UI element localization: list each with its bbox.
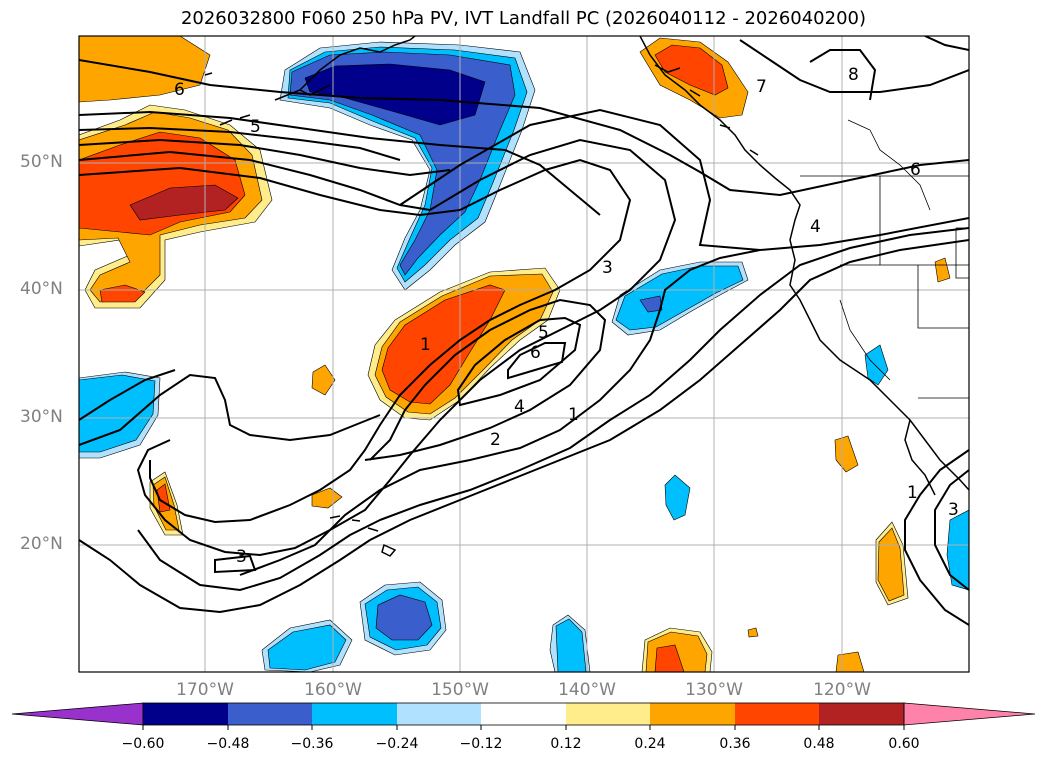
- colorbar-segment: [819, 703, 904, 725]
- contour-label: 4: [514, 397, 525, 417]
- lon-label-120w: 120°W: [813, 680, 871, 700]
- colorbar-extend-high: [903, 702, 1036, 726]
- lon-label-140w: 140°W: [558, 680, 616, 700]
- lon-label-150w: 150°W: [431, 680, 489, 700]
- positive-anomaly-patch: [129, 184, 239, 221]
- contour-label: 2: [490, 430, 501, 450]
- map-plot-area: 6 5 3 1 5 6 4 2 1 3 7 8 6 4 1 3: [79, 36, 969, 672]
- negative-anomaly-patch: [267, 624, 347, 671]
- lat-label-50n: 50°N: [20, 152, 63, 172]
- colorbar-tick-label: 0.36: [719, 736, 751, 752]
- positive-anomaly-patch: [311, 487, 343, 509]
- lon-label-170w: 170°W: [176, 680, 234, 700]
- contour-labels: 6 5 3 1 5 6 4 2 1 3 7 8 6 4 1 3: [174, 65, 959, 567]
- colorbar-tick-label: −0.48: [206, 736, 250, 752]
- positive-anomaly-patch: [381, 284, 506, 405]
- colorbar-tick-label: 0.48: [803, 736, 835, 752]
- lat-label-30n: 30°N: [20, 407, 63, 427]
- colorbar-tick-label: 0.12: [550, 736, 582, 752]
- negative-anomaly-patch: [639, 295, 663, 313]
- positive-anomaly-patch: [79, 36, 211, 103]
- colorbar-tick-label: −0.12: [459, 736, 503, 752]
- political-borders: [800, 119, 969, 399]
- colorbar-segment: [481, 703, 566, 725]
- contour-label: 3: [236, 547, 247, 567]
- colorbar-extend-low: [11, 702, 144, 726]
- contour-label: 6: [530, 343, 541, 363]
- lat-label-40n: 40°N: [20, 279, 63, 299]
- contour-label: 1: [568, 405, 579, 425]
- negative-anomaly-patch: [555, 618, 587, 672]
- contour-label: 6: [174, 80, 185, 100]
- colorbar-segment: [143, 703, 228, 725]
- contour-label: 8: [848, 65, 859, 85]
- negative-anomaly-patch: [375, 594, 433, 641]
- pv-contours: [79, 36, 969, 626]
- contour-label: 3: [602, 258, 613, 278]
- positive-anomaly-patch: [934, 257, 951, 283]
- lon-label-160w: 160°W: [304, 680, 362, 700]
- shading-layer: [79, 36, 969, 672]
- colorbar-segment: [312, 703, 397, 725]
- negative-anomaly-patch: [79, 374, 156, 453]
- positive-anomaly-patch: [834, 435, 859, 473]
- colorbar-segment: [650, 703, 735, 725]
- contour-label: 5: [250, 117, 261, 137]
- negative-anomaly-patch: [664, 474, 691, 521]
- colorbar: [11, 702, 1036, 730]
- positive-anomaly-patch: [654, 44, 729, 96]
- colorbar-tick-label: −0.36: [290, 736, 334, 752]
- colorbar-tick-label: −0.24: [375, 736, 419, 752]
- contour-label: 1: [420, 335, 431, 355]
- positive-anomaly-patch: [654, 644, 685, 672]
- positive-anomaly-patch: [835, 651, 865, 672]
- contour-label: 3: [948, 500, 959, 520]
- contour-label: 1: [907, 483, 918, 503]
- negative-anomaly-patch: [946, 509, 969, 591]
- colorbar-tick-label: −0.60: [121, 736, 165, 752]
- positive-anomaly-patch: [877, 527, 905, 602]
- negative-anomaly-patch: [615, 265, 744, 331]
- lon-label-130w: 130°W: [685, 680, 743, 700]
- negative-anomaly-patch: [864, 344, 889, 386]
- colorbar-tick-label: 0.60: [888, 736, 920, 752]
- map-frame: [78, 35, 970, 673]
- map-title: 2026032800 F060 250 hPa PV, IVT Landfall…: [180, 8, 867, 29]
- lat-label-20n: 20°N: [20, 534, 63, 554]
- colorbar-tick-label: 0.24: [634, 736, 666, 752]
- positive-anomaly-patch: [311, 364, 336, 396]
- contour-label: 7: [756, 77, 767, 97]
- colorbar-segment: [228, 703, 312, 725]
- positive-anomaly-patch: [747, 627, 759, 638]
- contour-label: 5: [538, 323, 549, 343]
- contour-label: 6: [910, 160, 921, 180]
- positive-anomaly-patch: [99, 284, 146, 303]
- colorbar-segment: [566, 703, 650, 725]
- colorbar-segment: [735, 703, 819, 725]
- contour-label: 4: [810, 217, 821, 237]
- colorbar-segment: [397, 703, 481, 725]
